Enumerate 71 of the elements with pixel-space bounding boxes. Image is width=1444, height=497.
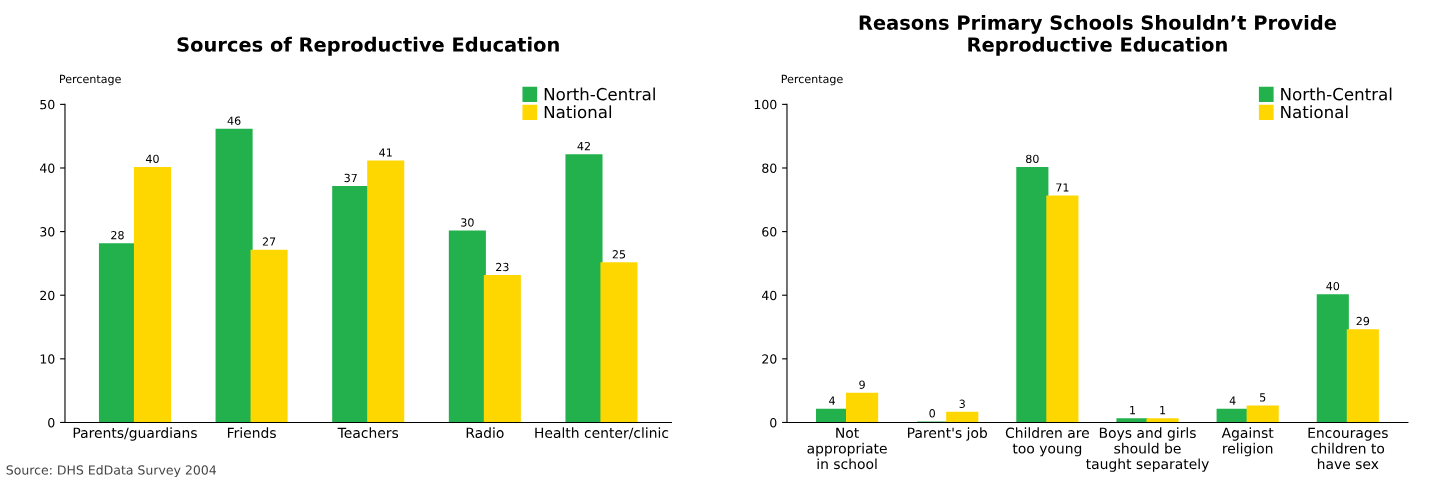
data-label: 9 [859,380,865,389]
y-tick-label: 20 [40,290,55,301]
y-axis-title: Percentage [781,74,843,86]
bar [133,166,171,423]
bar [1116,418,1149,423]
bar [946,411,979,423]
y-axis-title: Percentage [60,74,121,86]
y-tick-label: 10 [40,354,55,364]
y-tick-label: 0 [770,417,777,428]
x-tick-label: Radio [466,427,504,439]
bar [448,230,486,423]
bar [483,275,521,423]
data-label: 25 [612,250,626,259]
source-note: Source: DHS EdData Survey 2004 [6,465,217,478]
data-label: 4 [1229,396,1236,405]
y-tick-label: 40 [39,163,55,173]
y-tick-label: 60 [762,227,777,237]
bar [367,160,405,423]
bar [215,128,253,423]
bar [1316,294,1349,423]
legend-label: National [544,105,612,119]
data-label: 0 [929,409,935,418]
x-tick-label: Encourages children to have sex [1308,427,1388,470]
data-label: 37 [344,173,357,183]
bar [1346,329,1379,423]
data-label: 1 [1160,406,1166,415]
data-label: 1 [1130,406,1135,415]
x-tick-label: Health center/clinic [535,427,669,440]
bar [846,392,879,423]
y-tick-label: 100 [754,99,777,110]
data-label: 80 [1026,154,1039,164]
data-label: 71 [1056,183,1069,192]
bar [565,154,603,423]
data-label: 4 [829,396,835,405]
legend-label: North-Central [544,87,655,101]
data-label: 28 [111,230,124,240]
y-tick-label: 80 [762,163,777,173]
data-label: 29 [1356,316,1370,326]
bar [1016,166,1049,423]
bar [600,262,638,423]
data-label: 30 [461,218,474,227]
bar [1146,418,1179,423]
x-tick-label: Friends [227,427,276,439]
bar [332,186,370,423]
bar [250,249,288,423]
bar [98,243,136,423]
data-label: 46 [227,116,241,125]
chart-title: Reasons Primary Schools Shouldn’t Provide Reproductive Education [859,14,1336,56]
chart-title: Sources of Reproductive Education [177,36,559,56]
y-tick-label: 20 [762,354,777,364]
y-tick-label: 40 [761,290,777,301]
x-tick-label: Teachers [337,427,399,439]
bar [1246,405,1279,423]
legend-label: North-Central [1281,87,1392,101]
y-tick-label: 0 [48,417,55,428]
data-label: 27 [262,237,276,246]
data-label: 3 [959,399,965,408]
data-label: 5 [1260,393,1266,402]
data-label: 42 [577,141,590,151]
data-label: 40 [1326,281,1340,291]
y-tick-label: 30 [40,227,55,237]
data-label: 41 [379,148,392,157]
x-tick-label: Parent's job [908,427,988,441]
x-tick-label: Against religion [1221,427,1274,457]
y-tick-label: 50 [40,99,55,110]
legend-label: National [1281,105,1348,119]
bar [1046,195,1079,423]
x-tick-label: Not appropriate in school [807,427,887,470]
x-tick-label: Parents/guardians [73,427,197,441]
data-label: 40 [145,154,159,164]
data-label: 23 [496,262,509,272]
